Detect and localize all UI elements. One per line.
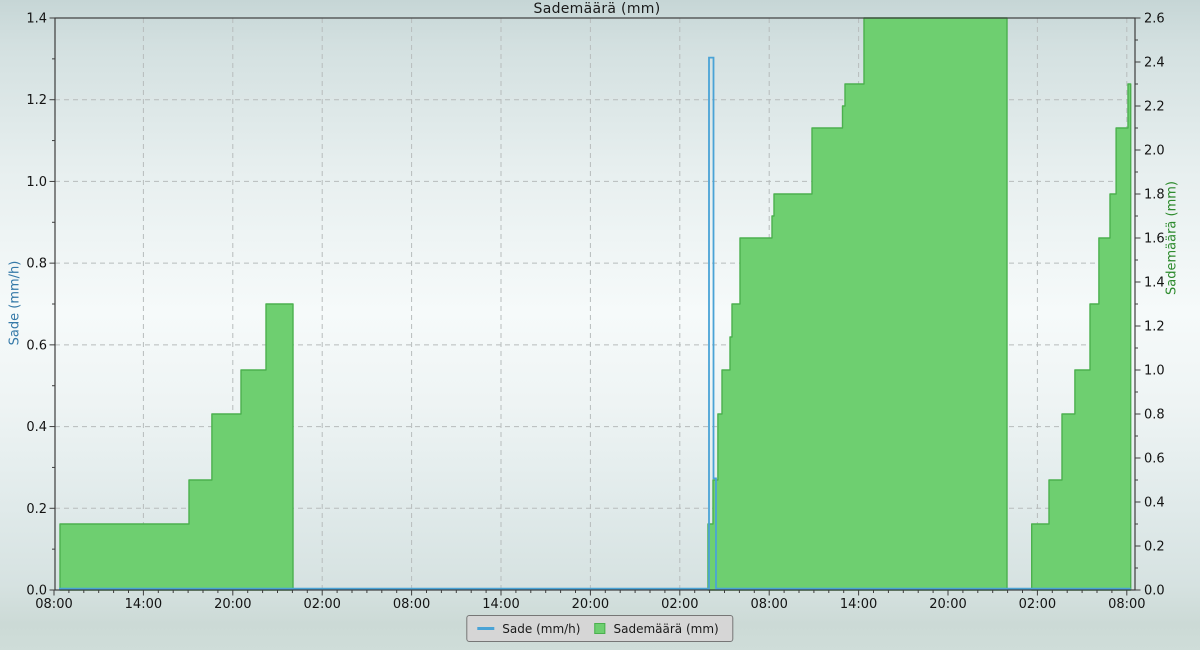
right-y-tick-label: 2.4 bbox=[1144, 56, 1165, 71]
rain-rate-line bbox=[59, 56, 1131, 590]
x-tick-label: 20:00 bbox=[929, 597, 966, 612]
x-tick-label: 20:00 bbox=[572, 597, 609, 612]
right-y-tick-label: 2.6 bbox=[1144, 12, 1165, 27]
x-tick-label: 02:00 bbox=[303, 597, 340, 612]
legend: Sade (mm/h) Sademäärä (mm) bbox=[466, 615, 734, 642]
legend-label-rain-accumulation: Sademäärä (mm) bbox=[613, 621, 719, 636]
axis-ticks bbox=[49, 17, 1141, 596]
x-tick-label: 14:00 bbox=[125, 597, 162, 612]
x-tick-label: 08:00 bbox=[1108, 597, 1145, 612]
right-y-tick-label: 1.8 bbox=[1144, 188, 1165, 203]
chart-title: Sademäärä (mm) bbox=[533, 1, 661, 17]
x-tick-label: 02:00 bbox=[1019, 597, 1056, 612]
right-y-tick-label: 0.2 bbox=[1144, 540, 1165, 555]
axis-tick-labels: 08:00 14:00 20:00 02:00 08:00 14:00 20:00 02:00… bbox=[26, 12, 1164, 613]
left-y-tick-label: 0.6 bbox=[26, 338, 47, 353]
left-axis-label: Sade (mm/h) bbox=[7, 260, 23, 346]
x-tick-label: 08:00 bbox=[393, 597, 430, 612]
x-tick-label: 14:00 bbox=[482, 597, 519, 612]
right-y-tick-label: 1.0 bbox=[1144, 364, 1165, 379]
left-y-tick-label: 0.0 bbox=[26, 584, 47, 599]
right-y-tick-label: 2.2 bbox=[1144, 100, 1165, 115]
x-tick-label: 14:00 bbox=[840, 597, 877, 612]
left-y-tick-label: 0.4 bbox=[26, 420, 47, 435]
x-tick-label: 02:00 bbox=[661, 597, 698, 612]
left-y-tick-label: 0.8 bbox=[26, 257, 47, 272]
right-y-tick-label: 2.0 bbox=[1144, 144, 1165, 159]
left-y-tick-label: 1.0 bbox=[26, 175, 47, 190]
left-y-tick-label: 0.2 bbox=[26, 502, 47, 517]
legend-label-rain-rate: Sade (mm/h) bbox=[502, 621, 581, 636]
x-tick-label: 08:00 bbox=[35, 597, 72, 612]
right-y-tick-label: 0.8 bbox=[1144, 408, 1165, 423]
left-y-tick-label: 1.4 bbox=[26, 12, 47, 27]
right-y-tick-label: 1.2 bbox=[1144, 320, 1165, 335]
right-y-tick-label: 1.6 bbox=[1144, 232, 1165, 247]
rain-accumulation-square-swatch bbox=[594, 623, 606, 634]
left-y-tick-label: 1.2 bbox=[26, 93, 47, 108]
right-y-tick-label: 0.4 bbox=[1144, 496, 1165, 511]
right-y-tick-label: 1.4 bbox=[1144, 276, 1165, 291]
legend-item-rain-accumulation: Sademäärä (mm) bbox=[594, 621, 719, 636]
right-y-tick-label: 0.0 bbox=[1144, 584, 1165, 599]
rain-rate-line-swatch bbox=[477, 627, 495, 630]
rain-accumulation-area bbox=[59, 17, 1132, 591]
right-axis-label: Sademäärä (mm) bbox=[1164, 181, 1180, 295]
x-tick-label: 08:00 bbox=[750, 597, 787, 612]
right-y-tick-label: 0.6 bbox=[1144, 452, 1165, 467]
legend-item-rain-rate: Sade (mm/h) bbox=[477, 622, 580, 636]
x-tick-label: 20:00 bbox=[214, 597, 251, 612]
